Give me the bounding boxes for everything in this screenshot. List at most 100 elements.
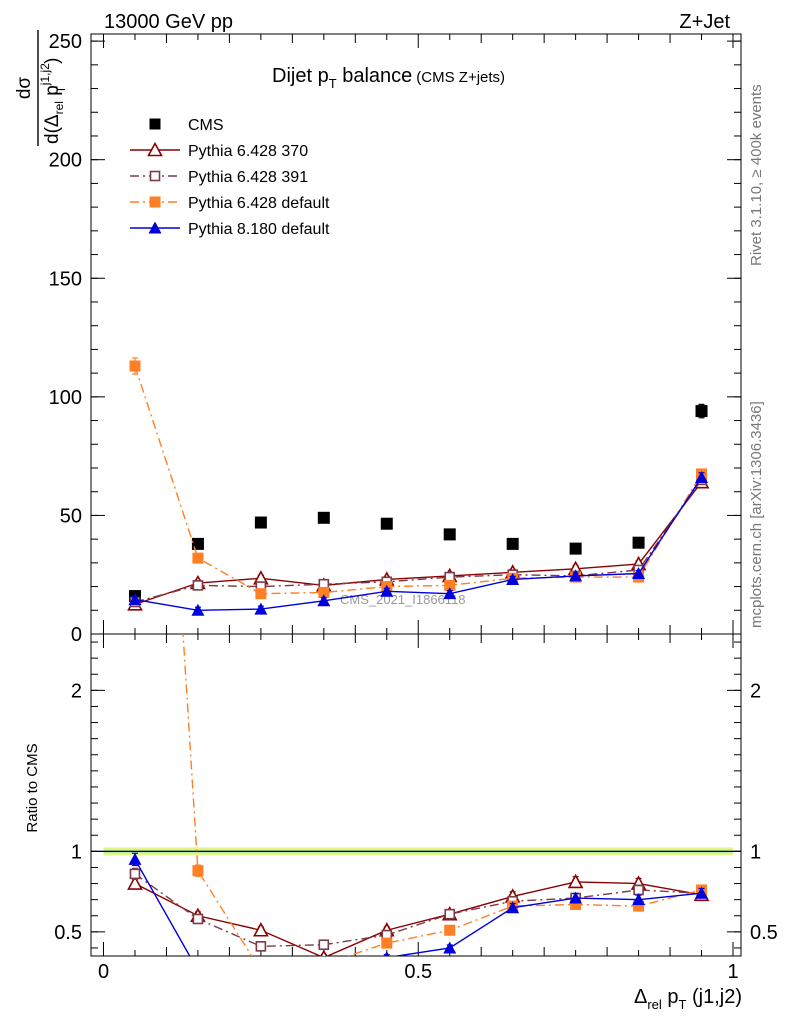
data-point [254, 970, 267, 982]
main-y-label: dσ d(Δrel pj1,j2T) [14, 30, 68, 146]
data-point [443, 528, 456, 541]
data-point [255, 965, 266, 976]
header-left: 13000 GeV pp [104, 11, 233, 33]
data-point [569, 569, 583, 582]
cms-uncertainty-band [91, 847, 741, 856]
data-point [633, 900, 645, 912]
data-point [506, 572, 520, 585]
data-point [633, 884, 644, 896]
data-point [253, 922, 269, 937]
data-point [192, 913, 204, 925]
data-point [254, 602, 268, 615]
series-line [134, 859, 702, 956]
series-line [134, 481, 703, 606]
ratio-y-label: Ratio to CMS [24, 743, 41, 832]
data-point [255, 941, 267, 952]
data-point [381, 937, 393, 949]
y-tick-label: 100 [49, 387, 82, 409]
data-point [318, 586, 330, 598]
data-point [129, 868, 141, 880]
main-axes: 0 50 100 150 200 250 [49, 31, 741, 646]
y-tick-label: 1 [71, 841, 82, 863]
rivet-label: Rivet 3.1.10, ≥ 400k events [748, 84, 765, 266]
series-main-pythia-8-180-default [128, 470, 709, 616]
data-point [567, 873, 584, 889]
data-point [444, 908, 456, 920]
data-point [128, 852, 142, 865]
data-point [254, 516, 267, 529]
legend: CMS Pythia 6.428 370 Pythia 6.428 391 Pythi… [130, 117, 330, 238]
legend-entry: CMS [149, 117, 224, 134]
data-point [129, 360, 141, 372]
legend-marker [148, 221, 162, 234]
legend-entry: Pythia 8.180 default [130, 221, 330, 238]
data-point [695, 886, 709, 899]
ylabel-denominator: d(Δrel pj1,j2T) [38, 58, 68, 144]
ylabel-numerator: dσ [14, 77, 35, 100]
y-tick-label: 50 [60, 505, 82, 527]
data-point [444, 579, 456, 591]
main-series [127, 357, 710, 616]
data-point [569, 891, 583, 904]
data-point [506, 537, 519, 550]
data-point [444, 924, 456, 936]
series-line [134, 479, 703, 603]
data-point [192, 552, 204, 564]
mcplots-label: mcplots.cern.ch [arXiv:1306.3436] [748, 401, 765, 628]
y-tick-label: 150 [49, 268, 82, 290]
data-point [443, 587, 457, 600]
data-point [380, 584, 394, 597]
series-main-cms [128, 403, 708, 603]
data-point [128, 593, 142, 606]
data-point [506, 901, 520, 914]
data-point [191, 537, 204, 550]
series-ratio-pythia-8-180-default [128, 852, 709, 982]
data-point [320, 949, 328, 956]
data-point [695, 470, 709, 483]
series-line [182, 634, 702, 956]
ratio-frame [90, 633, 742, 957]
data-point [191, 603, 205, 616]
ratio-series [127, 634, 710, 982]
series-line [134, 477, 703, 611]
x-tick-label: 1 [727, 961, 738, 983]
data-point [255, 588, 267, 600]
legend-label: Pythia 6.428 370 [188, 143, 308, 160]
data-point [192, 865, 204, 877]
legend-label: Pythia 6.428 default [188, 195, 330, 212]
legend-marker [147, 141, 163, 157]
data-point [317, 594, 331, 607]
series-line [134, 873, 702, 948]
legend-entry: Pythia 6.428 default [130, 195, 330, 212]
y-tick-label: 0.5 [54, 922, 82, 944]
header-right: Z+Jet [679, 11, 730, 33]
series-main-pythia-6-428-default [129, 357, 708, 600]
legend-marker [149, 196, 161, 208]
legend-label: CMS [188, 117, 224, 134]
legend-marker [149, 118, 161, 130]
legend-entry: Pythia 6.428 391 [130, 169, 308, 186]
data-point [318, 959, 329, 970]
y-tick-label: 2 [71, 680, 82, 702]
y-tick-label: 250 [49, 31, 82, 53]
data-point [318, 939, 330, 951]
series-main-pythia-6-428-370 [127, 474, 710, 611]
y-tick-label-right: 1 [750, 841, 761, 863]
data-point [632, 893, 646, 906]
data-point [317, 511, 330, 524]
series-line [134, 365, 703, 595]
legend-label: Pythia 6.428 391 [188, 169, 308, 186]
data-point [191, 964, 204, 976]
ratio-axes: 0.5 0.5 1 1 2 2 0 0.5 1 [54, 634, 778, 983]
y-tick-label: 0 [71, 624, 82, 646]
data-point [192, 580, 204, 591]
x-axis-label: Δrel pT (j1,j2) [634, 986, 742, 1012]
series-main-pythia-6-428-391 [129, 474, 707, 608]
legend-label: Pythia 8.180 default [188, 221, 330, 238]
plot-title: Dijet pT balance (CMS Z+jets) [272, 65, 505, 91]
data-point [443, 941, 457, 954]
data-point [632, 567, 646, 580]
legend-entry: Pythia 6.428 370 [130, 141, 308, 160]
analysis-label: CMS_2021_I1866118 [340, 592, 466, 607]
